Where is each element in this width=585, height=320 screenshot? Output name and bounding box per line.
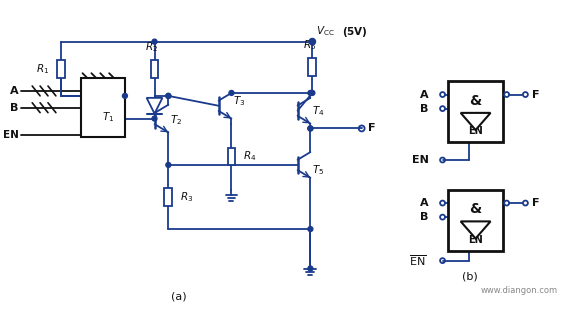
Bar — [164, 188, 172, 206]
Text: EN: EN — [468, 126, 483, 136]
Bar — [308, 58, 316, 76]
Polygon shape — [460, 113, 490, 130]
Text: $T_3$: $T_3$ — [233, 94, 246, 108]
Text: &: & — [470, 202, 481, 216]
Text: $R_1$: $R_1$ — [36, 62, 49, 76]
Polygon shape — [460, 221, 490, 238]
Text: $R_5$: $R_5$ — [303, 39, 316, 52]
Text: $R_2$: $R_2$ — [145, 40, 158, 54]
Text: EN: EN — [468, 235, 483, 245]
Circle shape — [308, 227, 313, 231]
Text: $R_4$: $R_4$ — [243, 150, 257, 164]
Text: $V_{\mathrm{CC}}$: $V_{\mathrm{CC}}$ — [316, 24, 335, 38]
Text: EN: EN — [2, 130, 18, 140]
Text: F: F — [532, 90, 540, 100]
Text: $T_5$: $T_5$ — [312, 163, 325, 177]
Text: F: F — [367, 124, 375, 133]
Circle shape — [166, 93, 171, 98]
Text: (a): (a) — [171, 291, 187, 301]
Text: $\mathbf{(5V)}$: $\mathbf{(5V)}$ — [342, 25, 368, 39]
Text: A: A — [420, 90, 429, 100]
Circle shape — [152, 39, 157, 44]
Text: (b): (b) — [462, 271, 478, 281]
Text: B: B — [421, 212, 429, 222]
Text: F: F — [532, 198, 540, 208]
Text: B: B — [10, 103, 18, 113]
Circle shape — [308, 266, 313, 271]
Bar — [57, 60, 65, 78]
Bar — [228, 148, 235, 165]
Text: A: A — [10, 86, 18, 96]
Bar — [449, 81, 503, 142]
Text: &: & — [470, 94, 481, 108]
Circle shape — [310, 39, 315, 44]
Circle shape — [152, 116, 157, 121]
Bar — [449, 189, 503, 251]
Circle shape — [166, 93, 171, 98]
Text: A: A — [420, 198, 429, 208]
Text: www.diangon.com: www.diangon.com — [481, 286, 558, 295]
Circle shape — [308, 126, 313, 131]
Polygon shape — [147, 98, 163, 114]
Circle shape — [166, 163, 171, 167]
Text: $\overline{\rm EN}$: $\overline{\rm EN}$ — [410, 253, 427, 268]
Circle shape — [229, 91, 234, 95]
Bar — [150, 60, 159, 78]
Text: $R_3$: $R_3$ — [180, 190, 194, 204]
Text: $T_1$: $T_1$ — [102, 111, 114, 124]
Circle shape — [122, 93, 128, 98]
Text: B: B — [421, 104, 429, 114]
Circle shape — [308, 91, 313, 95]
Text: $T_4$: $T_4$ — [312, 104, 325, 117]
Circle shape — [310, 91, 315, 95]
Bar — [81, 78, 125, 137]
Circle shape — [308, 126, 313, 131]
Text: $T_2$: $T_2$ — [170, 114, 183, 127]
Text: EN: EN — [412, 155, 429, 165]
